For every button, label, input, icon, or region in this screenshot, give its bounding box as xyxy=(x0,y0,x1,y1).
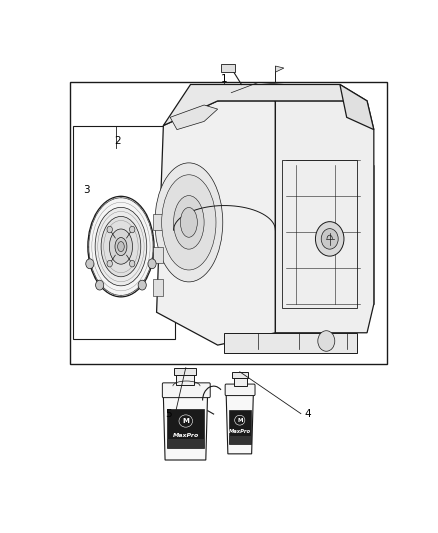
Bar xyxy=(167,439,204,448)
Text: 1: 1 xyxy=(221,74,228,84)
Bar xyxy=(176,375,194,385)
Ellipse shape xyxy=(180,207,197,237)
Circle shape xyxy=(315,222,344,256)
Ellipse shape xyxy=(101,216,141,277)
Ellipse shape xyxy=(118,241,124,252)
Ellipse shape xyxy=(162,175,216,270)
Ellipse shape xyxy=(235,415,245,425)
Polygon shape xyxy=(224,333,357,353)
Bar xyxy=(221,64,235,72)
Circle shape xyxy=(138,280,146,290)
Text: 5: 5 xyxy=(165,409,172,418)
Bar xyxy=(174,368,196,375)
Ellipse shape xyxy=(179,415,193,427)
Bar xyxy=(229,436,251,443)
Polygon shape xyxy=(156,88,276,345)
Circle shape xyxy=(107,226,113,233)
Circle shape xyxy=(95,280,104,290)
Circle shape xyxy=(321,229,338,249)
Circle shape xyxy=(130,261,135,267)
Text: MaxPro: MaxPro xyxy=(173,433,199,438)
Polygon shape xyxy=(340,84,374,130)
Bar xyxy=(153,247,163,263)
Circle shape xyxy=(107,261,113,267)
Polygon shape xyxy=(276,66,284,72)
Ellipse shape xyxy=(155,163,223,282)
Circle shape xyxy=(130,226,135,233)
Text: 3: 3 xyxy=(84,185,90,195)
Circle shape xyxy=(86,259,94,269)
Bar xyxy=(153,214,163,230)
Polygon shape xyxy=(163,84,367,126)
Polygon shape xyxy=(163,397,208,460)
Bar xyxy=(70,83,388,364)
Polygon shape xyxy=(170,105,218,130)
Polygon shape xyxy=(218,88,374,333)
Polygon shape xyxy=(226,394,253,454)
Bar xyxy=(282,160,357,308)
Ellipse shape xyxy=(95,207,147,286)
Text: M: M xyxy=(237,418,243,423)
Text: MaxPro: MaxPro xyxy=(229,429,251,434)
Text: 2: 2 xyxy=(114,136,121,146)
Bar xyxy=(232,372,248,378)
FancyBboxPatch shape xyxy=(162,383,210,398)
Text: M: M xyxy=(182,418,189,424)
Circle shape xyxy=(318,330,335,351)
Bar xyxy=(229,410,251,443)
Bar xyxy=(233,378,247,386)
Circle shape xyxy=(148,259,156,269)
FancyBboxPatch shape xyxy=(225,384,255,395)
Ellipse shape xyxy=(88,196,154,297)
Ellipse shape xyxy=(110,229,133,264)
Bar xyxy=(153,279,163,296)
Bar xyxy=(167,409,204,448)
Ellipse shape xyxy=(115,238,127,256)
Bar xyxy=(74,125,175,339)
Text: 4: 4 xyxy=(304,409,311,418)
Ellipse shape xyxy=(173,196,204,249)
